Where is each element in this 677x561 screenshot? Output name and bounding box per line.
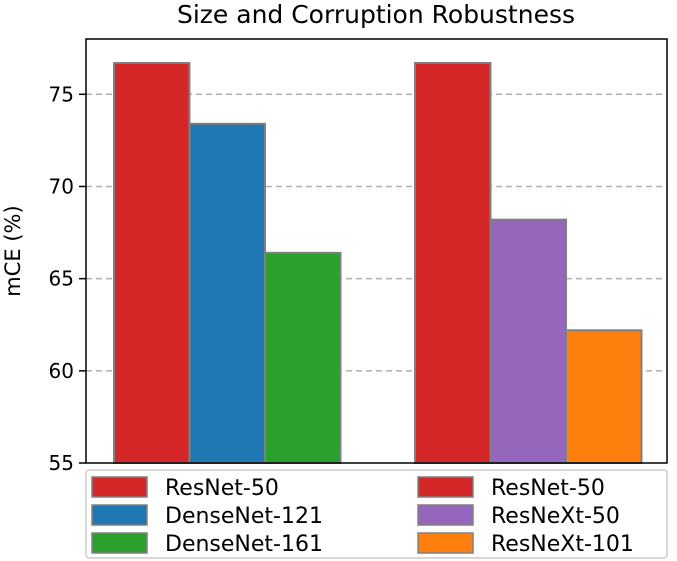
chart-title: Size and Corruption Robustness (177, 0, 575, 29)
legend-label-0-2: DenseNet-161 (165, 532, 323, 557)
y-tick-label-2: 65 (49, 267, 74, 291)
bar-group1-densenet-121 (188, 122, 266, 465)
y-axis-ticks: 55 60 65 70 75 (49, 82, 86, 475)
legend-label-0-0: ResNet-50 (165, 476, 279, 501)
y-tick-label-4: 75 (49, 82, 74, 106)
y-axis-label: mCE (%) (1, 205, 25, 296)
bar-group2-resnext-50 (489, 218, 567, 464)
legend: ResNet-50 DenseNet-121 DenseNet-161 ResNet-… (85, 469, 668, 559)
plot-frame (85, 38, 668, 464)
legend-swatch-0-2 (91, 532, 148, 554)
legend-label-1-2: ResNeXt-101 (491, 532, 634, 557)
legend-label-1-1: ResNeXt-50 (491, 504, 620, 529)
y-tick-label-0: 55 (49, 451, 74, 475)
y-tick-label-1: 60 (49, 359, 74, 383)
bar-group2-resnet-50 (414, 61, 492, 465)
bar-group1-densenet-161 (264, 251, 342, 464)
legend-swatch-1-1 (417, 504, 474, 526)
legend-label-0-1: DenseNet-121 (165, 504, 323, 529)
legend-swatch-1-0 (417, 476, 474, 498)
legend-swatch-0-0 (91, 476, 148, 498)
bar-group1-resnet-50 (113, 61, 191, 465)
y-tick-label-3: 70 (49, 174, 74, 198)
bars (113, 61, 643, 465)
legend-swatch-1-2 (417, 532, 474, 554)
legend-box (85, 469, 668, 559)
legend-label-1-0: ResNet-50 (491, 476, 605, 501)
bar-group2-resnext-101 (565, 329, 643, 464)
legend-swatch-0-1 (91, 504, 148, 526)
